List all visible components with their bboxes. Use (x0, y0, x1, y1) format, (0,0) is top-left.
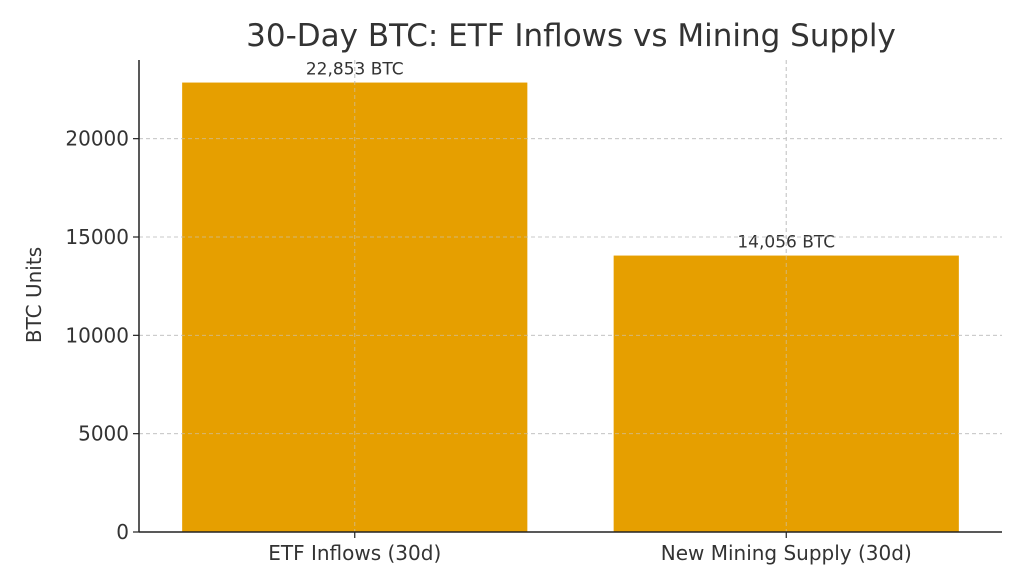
chart-title: 30-Day BTC: ETF Inflows vs Mining Supply (246, 18, 896, 54)
x-tick-label: ETF Inflows (30d) (268, 541, 441, 565)
y-tick-label: 20000 (65, 127, 129, 151)
y-tick-label: 10000 (65, 323, 129, 347)
y-tick-label: 0 (116, 520, 129, 544)
y-tick-label: 15000 (65, 225, 129, 249)
x-tick-label: New Mining Supply (30d) (661, 541, 912, 565)
bars (182, 82, 959, 532)
y-tick-label: 5000 (78, 422, 129, 446)
y-axis-label: BTC Units (22, 247, 46, 343)
y-axis-ticks: 0 5000 10000 15000 20000 (65, 127, 139, 544)
x-axis-ticks: ETF Inflows (30d) New Mining Supply (30d) (268, 532, 912, 565)
